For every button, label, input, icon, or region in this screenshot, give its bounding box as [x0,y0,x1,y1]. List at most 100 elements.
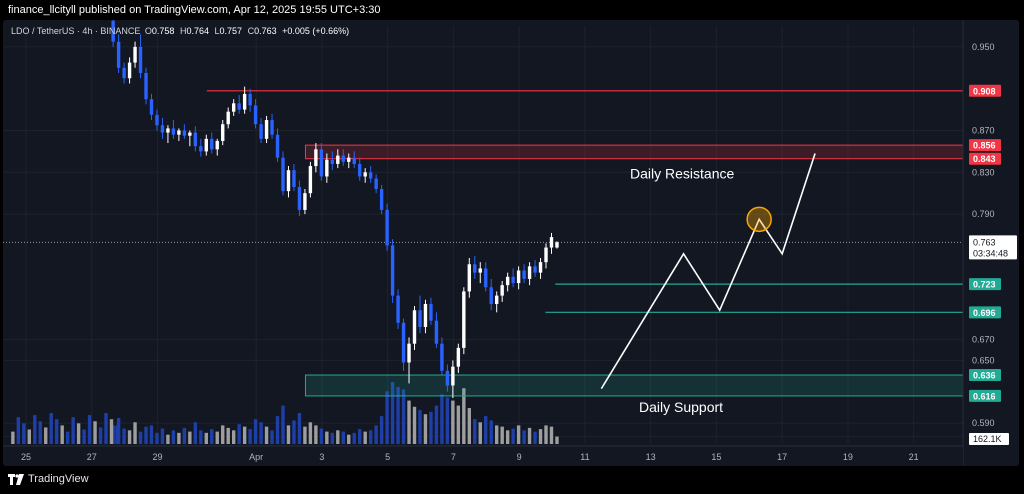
price-level-label: 0.696 [973,308,996,318]
volume-bar [303,426,307,444]
candle-body [281,157,285,192]
l-value: 0.757 [220,26,243,36]
chart-frame[interactable]: Daily Resistance Daily Support 0.950 0.870… [3,20,1019,466]
change-value: +0.005 (+0.66%) [282,26,349,36]
time-axis[interactable]: 25 27 29 Apr 3 5 7 9 11 13 15 17 19 21 [3,445,963,466]
price-axis[interactable]: 0.9500.8700.8300.7900.6700.6500.5900.577… [962,20,1019,466]
candle-body [303,193,307,210]
candle-body [237,103,241,110]
volume-bar [281,405,285,444]
candle-body [325,159,329,177]
candle-body [253,105,258,125]
volume-bar [55,419,59,444]
candle-body [358,163,362,177]
candle-body [259,124,263,139]
time-axis-bg [3,446,963,466]
volume-bar [127,430,132,444]
candle-body [451,366,455,386]
volume-bar [71,417,75,444]
volume-bar [221,425,225,444]
support-zone [304,374,964,397]
volume-bar [98,427,103,444]
candle-body [308,166,313,194]
volume-bar [109,419,114,444]
h-value: 0.764 [186,26,209,36]
candle-body [297,186,302,210]
candle-body [188,132,192,136]
price-level-badge [969,139,1001,152]
volume-bar [115,425,119,444]
candle-body [242,93,247,110]
candle-body [182,130,187,136]
time-tick-label: 7 [451,452,456,462]
volume-bar [253,419,258,444]
volume-bar [319,428,324,444]
price-tick-label: 0.670 [972,335,995,345]
volume-bar [264,426,269,444]
price-level-label: 0.908 [973,86,996,96]
volume-bar [44,427,48,444]
time-tick-label: 19 [843,452,853,462]
candle-body [363,172,367,177]
price-chart[interactable]: Daily Resistance Daily Support 0.950 0.870… [3,20,1019,466]
volume-bar [385,391,389,444]
price-level-label: 0.723 [973,280,996,290]
volume-bar [204,432,208,444]
volume-bar [336,430,340,444]
candle-body [111,20,115,42]
footer: TradingView [0,466,1024,494]
volume-bar [22,423,26,444]
volume-bar [248,429,252,444]
price-level-badge [969,389,1001,402]
candle-body [555,242,559,248]
volume-bar [456,405,461,444]
volume-bar [467,408,471,444]
candle-body [330,159,335,164]
candle-body [478,268,482,273]
candle-body [341,155,345,162]
grid [3,26,963,444]
candle-body [484,268,488,288]
tradingview-logo-icon [8,474,24,485]
candle-body [374,178,378,190]
candle-body [385,209,389,246]
volume-bar [484,416,488,444]
volume-bar [451,400,455,444]
zones [3,90,964,397]
volume-bar [407,400,411,444]
volume-bar [82,429,86,444]
volume-bar [330,432,335,444]
candle-body [193,132,198,147]
publisher-line: finance_llcityll published on TradingVie… [8,4,381,16]
volume-bar [210,429,214,444]
volume-bar [363,431,367,444]
candle-body [226,111,230,125]
candle-body [407,343,411,363]
volume-bar [49,413,53,444]
time-tick-label: 21 [909,452,919,462]
l-label: L [215,26,220,36]
candle-body [390,245,395,296]
candle-body [423,303,428,327]
volume-bar [286,425,291,444]
volume-bar [242,426,247,444]
time-tick-label: 3 [319,452,324,462]
volume-bar [231,430,236,444]
volume-bar [347,434,351,444]
volume-bar [16,417,21,444]
candle-body [401,322,406,363]
time-tick-label: 17 [777,452,787,462]
candle-body [538,262,543,273]
candle-body [440,343,444,371]
volume-bar [473,419,477,444]
price-level-label: 0.636 [973,371,996,381]
volume-bar [401,389,406,444]
volume-bar [38,421,42,444]
target-marker [746,206,772,233]
volume-bar [390,382,395,444]
candle-body [275,134,280,158]
time-tick-label: 11 [580,452,589,462]
price-level-label: 0.856 [973,141,996,151]
volume-bar [440,394,444,444]
price-tick-label: 0.950 [972,42,995,52]
